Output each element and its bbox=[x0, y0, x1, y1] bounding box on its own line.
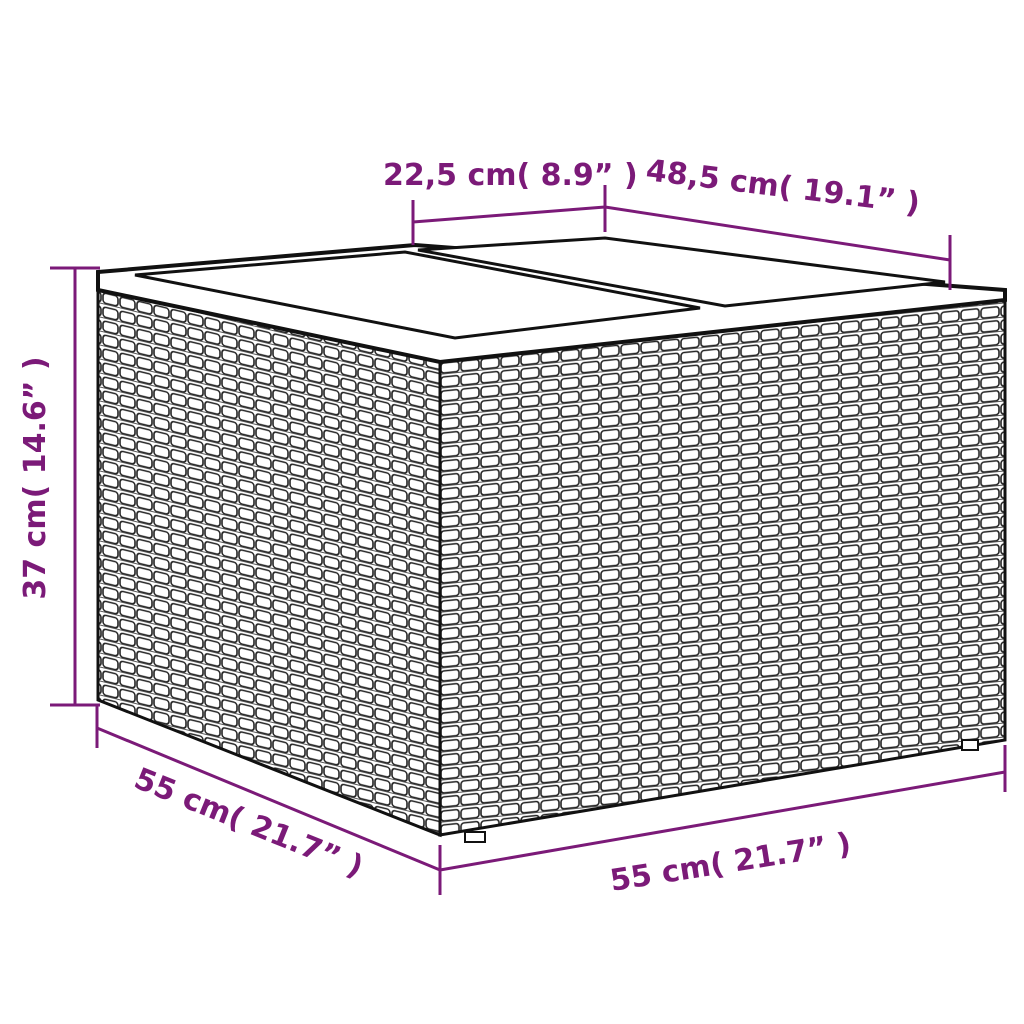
right-face bbox=[438, 298, 1007, 837]
top-depth-label: 48,5 cm( 19.1” ) bbox=[644, 153, 922, 221]
glass-panel-left bbox=[134, 250, 701, 340]
rattan-box bbox=[96, 236, 1007, 843]
glass-panel-right bbox=[417, 236, 946, 308]
dimension-lines bbox=[50, 185, 1007, 895]
foot-right bbox=[961, 739, 979, 751]
left-face bbox=[96, 288, 442, 838]
foot-front bbox=[464, 831, 486, 843]
width-label: 55 cm( 21.7” ) bbox=[608, 826, 854, 899]
height-label: 37 cm( 14.6” ) bbox=[18, 356, 53, 599]
top-width-label: 22,5 cm( 8.9” ) bbox=[383, 158, 638, 193]
